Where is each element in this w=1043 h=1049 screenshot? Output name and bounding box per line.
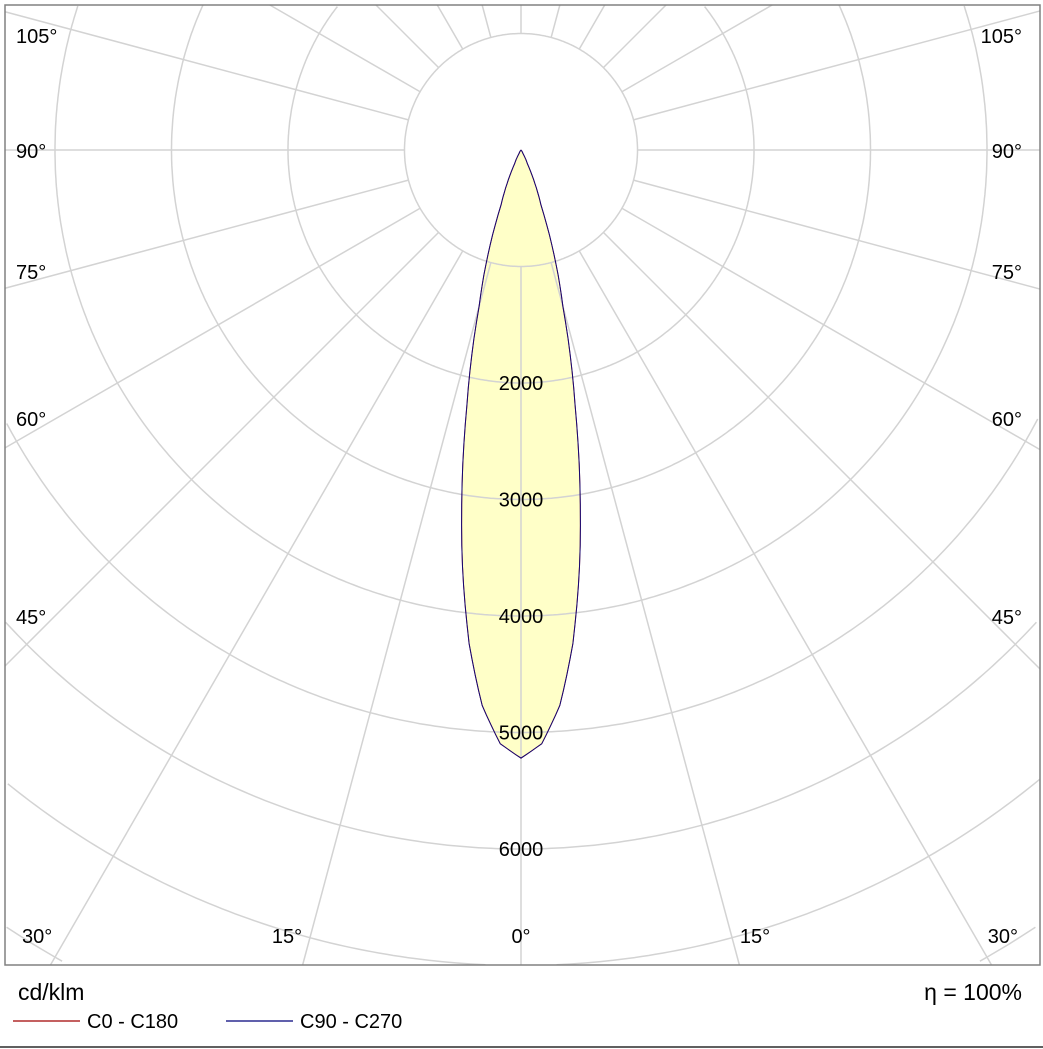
radial-tick-label: 3000 [499, 490, 544, 512]
grid-spoke [4, 179, 409, 289]
grid-ring [979, 926, 1036, 962]
grid-spoke [602, 4, 667, 69]
angle-label: 15° [272, 926, 302, 948]
angle-label: 0° [511, 926, 530, 948]
angle-labels-left: 105° 90° 75° 60° 45° 30° [16, 26, 57, 948]
grid-spoke [621, 4, 773, 93]
angle-label: 105° [981, 26, 1022, 48]
grid-spoke [4, 231, 440, 667]
angle-labels-bottom: 15° 0° 15° [272, 926, 770, 948]
angle-label: 15° [740, 926, 770, 948]
grid-spoke [633, 179, 1041, 290]
angle-label: 45° [992, 607, 1022, 629]
grid-ring [556, 778, 1041, 966]
grid-spoke [550, 4, 561, 38]
grid-spoke [4, 11, 409, 121]
efficiency-label: η = 100% [924, 979, 1022, 1005]
angle-label: 75° [16, 262, 46, 284]
grid-spoke [4, 207, 421, 449]
legend-label-c90-c270: C90 - C270 [300, 1011, 402, 1033]
grid-ring [6, 926, 63, 962]
unit-label: cd/klm [18, 979, 84, 1005]
angle-label: 105° [16, 26, 57, 48]
intensity-curves [461, 149, 581, 759]
grid-spoke [375, 4, 440, 69]
angle-label: 30° [988, 926, 1018, 948]
grid-ring [170, 4, 872, 501]
radial-tick-label: 6000 [499, 839, 544, 861]
grid-ring [704, 6, 755, 150]
grid-spoke [550, 262, 741, 966]
legend: C0 - C180 C90 - C270 [13, 1011, 402, 1033]
radial-tick-label: 4000 [499, 606, 544, 628]
radial-tick-label: 5000 [499, 723, 544, 745]
grid-spoke [633, 10, 1041, 121]
legend-label-c0-c180: C0 - C180 [87, 1011, 178, 1033]
grid-spoke [621, 207, 1041, 451]
grid-ring [7, 783, 486, 966]
grid-spoke [578, 250, 993, 966]
angle-label: 60° [992, 409, 1022, 431]
series-curve-1 [461, 149, 581, 759]
angle-labels-right: 105° 90° 75° 60° 45° 30° [981, 26, 1022, 948]
grid-spoke [49, 250, 464, 966]
grid-ring [287, 6, 755, 384]
angle-label: 90° [992, 141, 1022, 163]
angle-label: 30° [22, 926, 52, 948]
grid-ring [838, 4, 872, 150]
angle-label: 45° [16, 607, 46, 629]
polar-grid [4, 4, 1041, 966]
grid-spoke [578, 4, 606, 50]
chart-frame [4, 4, 1041, 966]
grid-ring [6, 418, 1039, 734]
grid-spoke [301, 262, 492, 966]
angle-label: 90° [16, 141, 46, 163]
grid-spoke [481, 4, 492, 38]
grid-spoke [602, 231, 1041, 670]
angle-label: 75° [992, 262, 1022, 284]
grid-spoke [436, 4, 464, 50]
angle-label: 60° [16, 409, 46, 431]
grid-spoke [269, 4, 421, 93]
radial-tick-label: 2000 [499, 373, 544, 395]
radial-tick-labels: 2000 3000 4000 5000 6000 [499, 373, 544, 861]
